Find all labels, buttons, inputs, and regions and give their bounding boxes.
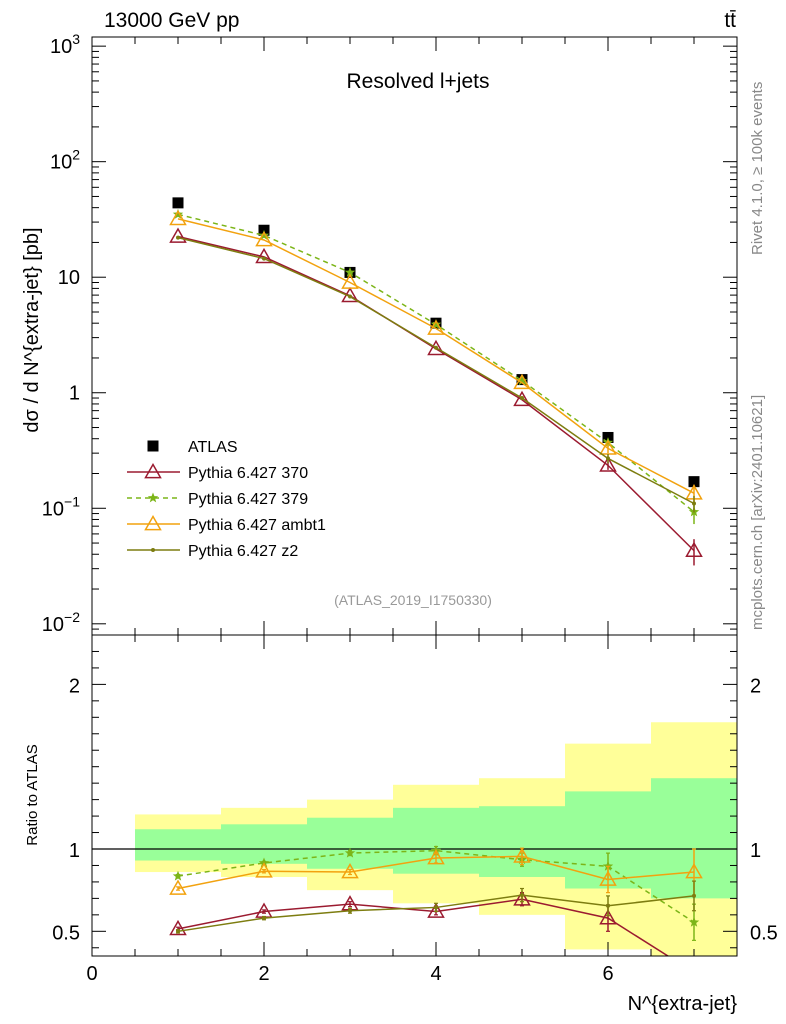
- data-point: [520, 396, 524, 401]
- mcplots-label: mcplots.cern.ch [arXiv:2401.10621]: [749, 395, 766, 630]
- ratio-data-point: [176, 929, 180, 934]
- data-point: [599, 439, 617, 455]
- ratio-data-point: [255, 862, 273, 878]
- data-point: [341, 273, 359, 289]
- data-point: [255, 247, 273, 264]
- x-tick-label: 6: [602, 963, 613, 985]
- ratio-data-point: [344, 847, 356, 858]
- series-line: [177, 236, 695, 505]
- ratio-data-point: [688, 916, 700, 927]
- ratio-data-point: [692, 893, 696, 898]
- data-point: [427, 339, 445, 356]
- ratio-data-point: [599, 909, 617, 925]
- ratio-data-point: [172, 870, 184, 881]
- legend-marker: [151, 548, 155, 552]
- ratio-y-tick-label: 0.5: [52, 922, 80, 944]
- data-point: [434, 345, 438, 350]
- data-point: [606, 456, 610, 461]
- legend-marker: [147, 492, 159, 503]
- legend-label: ATLAS: [188, 439, 238, 456]
- data-point: [176, 235, 180, 240]
- data-point: [516, 375, 528, 386]
- ratio-data-point: [348, 908, 352, 913]
- y-tick-label: 10: [58, 267, 80, 289]
- ratio-y-axis-label: Ratio to ATLAS: [24, 744, 41, 845]
- process-label: tt̄: [724, 9, 736, 32]
- data-point: [430, 319, 442, 329]
- legend-marker: [147, 440, 159, 452]
- ratio-data-point: [434, 905, 438, 910]
- ratio-data-point: [262, 916, 266, 921]
- ratio-y-tick-label: 2: [69, 675, 80, 697]
- data-point: [348, 294, 352, 299]
- data-point: [692, 501, 696, 506]
- legend-marker: [144, 514, 162, 531]
- legend-label: Pythia 6.427 379: [188, 491, 308, 508]
- ratio-data-point: [169, 919, 187, 936]
- ratio-frame: [91, 634, 738, 957]
- ratio-data-point: [685, 863, 703, 879]
- rivet-label: Rivet 4.1.0, ≥ 100k events: [749, 82, 766, 255]
- data-point: [172, 197, 184, 209]
- ratio-data-point: [341, 863, 359, 879]
- ratio-y-tick-label: 1: [69, 840, 80, 862]
- ratio-data-point: [427, 849, 445, 865]
- data-point: [688, 476, 700, 488]
- ratio-y-tick-label-right: 1: [750, 840, 761, 862]
- data-point: [599, 456, 617, 472]
- energy-label: 13000 GeV pp: [104, 9, 239, 32]
- data-point: [258, 229, 270, 240]
- x-axis-label: N^{extra-jet}: [628, 993, 738, 1015]
- ratio-y-tick-label-right: 0.5: [750, 922, 778, 944]
- data-point: [513, 390, 531, 407]
- ratio-data-point: [687, 965, 702, 978]
- plot-title: Resolved l+jets: [347, 70, 490, 93]
- data-point: [169, 209, 187, 226]
- analysis-watermark: (ATLAS_2019_I1750330): [334, 592, 492, 608]
- y-tick-label: 102: [50, 147, 80, 174]
- uncertainty-band-inner: [221, 824, 307, 864]
- legend-label: Pythia 6.427 370: [188, 465, 308, 482]
- ratio-data-point: [513, 890, 531, 906]
- ratio-series-group: [169, 845, 703, 978]
- ratio-data-point: [513, 847, 531, 863]
- data-point: [262, 256, 266, 261]
- y-tick-label: 10−2: [42, 609, 80, 636]
- ratio-data-point: [520, 893, 524, 898]
- data-point: [685, 541, 703, 557]
- main-y-axis-label: dσ / d N^{extra-jet} [pb]: [21, 227, 43, 432]
- ratio-data-point: [427, 902, 445, 918]
- legend-label: Pythia 6.427 ambt1: [188, 517, 326, 534]
- ratio-plot-panel: Ratio to ATLAS N^{extra-jet} 0.5 0.5 1 1 2 2 0…: [24, 634, 778, 1015]
- data-point: [255, 230, 273, 247]
- data-point: [172, 208, 184, 219]
- data-point: [169, 227, 187, 243]
- y-tick-label: 10−1: [42, 493, 80, 520]
- legend-marker: [144, 462, 162, 479]
- data-point: [513, 373, 531, 390]
- y-tick-label: 103: [50, 31, 80, 58]
- x-tick-label: 4: [430, 963, 441, 985]
- ratio-data-point: [606, 903, 610, 908]
- uncertainty-band-inner: [307, 817, 393, 869]
- series-line: [177, 218, 695, 494]
- legend-label: Pythia 6.427 z2: [188, 543, 298, 560]
- data-point: [427, 319, 445, 335]
- legend: ATLAS Pythia 6.427 370 Pythia 6.427 379 Pyt…: [127, 439, 326, 560]
- x-tick-label: 2: [258, 963, 269, 985]
- main-plot-panel: Resolved l+jets (ATLAS_2019_I1750330) dσ…: [21, 31, 738, 636]
- y-tick-label: 1: [69, 383, 80, 405]
- uncertainty-band-inner: [135, 829, 221, 861]
- x-tick-label: 0: [86, 963, 97, 985]
- data-point: [344, 266, 356, 277]
- ratio-y-tick-label-right: 2: [750, 675, 761, 697]
- ratio-data-point: [169, 879, 187, 895]
- ratio-data-point: [599, 870, 617, 886]
